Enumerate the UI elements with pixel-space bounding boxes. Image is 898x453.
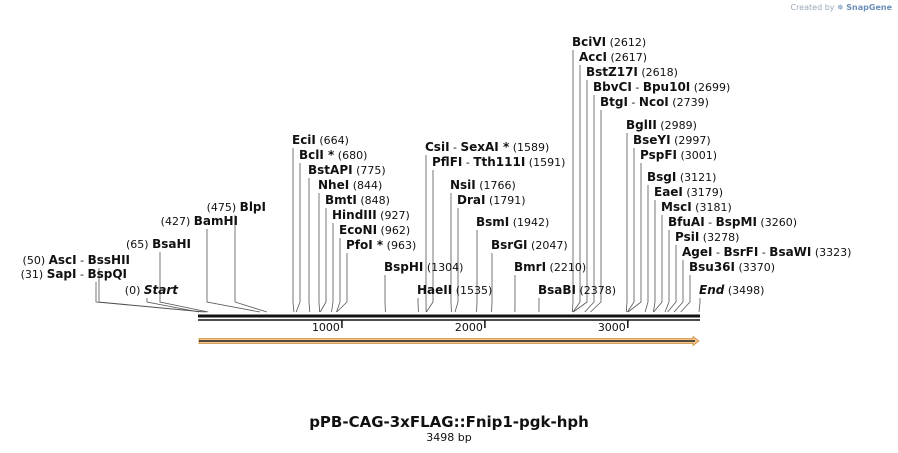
site-label: HaeII (1535) (417, 283, 492, 297)
site-leader-line (572, 80, 588, 313)
ticks: 1000 2000 3000 (312, 320, 629, 334)
site-label: BsaBI (2378) (538, 283, 616, 297)
site-leader-line (319, 208, 327, 313)
site-label: BtgI - NcoI (2739) (600, 95, 709, 109)
site-leader-line (584, 95, 595, 313)
features (198, 335, 700, 347)
site-label: (50) AscI - BssHII (23, 253, 130, 267)
site-label: BbvCI - Bpu10I (2699) (593, 80, 730, 94)
site-leader-line (627, 163, 642, 313)
site-leader-line (98, 268, 207, 313)
site-label: BmtI (848) (325, 193, 390, 207)
site-label: DraI (1791) (457, 193, 526, 207)
snapgene-logo-icon: ✵ (837, 3, 844, 12)
site-leader-line (146, 298, 200, 313)
site-leader-line (625, 133, 628, 313)
site-label: PflFI - Tth111I (1591) (432, 155, 565, 169)
site-leader-line (664, 230, 670, 313)
backbone (198, 314, 700, 321)
site-leader-line (673, 260, 684, 313)
site-leader-line (426, 170, 434, 313)
site-label: AccI (2617) (579, 50, 647, 64)
site-leader-line (159, 252, 209, 313)
tick-label: 3000 (598, 321, 626, 334)
plasmid-linear-map: (0) Start (31) SapI - BspQI(50) AscI - Bs… (21, 35, 852, 347)
site-label: BciVI (2612) (572, 35, 646, 49)
credit-brand: SnapGene (846, 3, 892, 12)
site-leader-line (292, 148, 295, 313)
site-leader-line (644, 185, 649, 313)
site-label: BmrI (2210) (514, 260, 586, 274)
site-leader-line (454, 208, 459, 313)
site-leader-line (653, 200, 656, 313)
tick-label: 1000 (312, 321, 340, 334)
site-label: BfuAI - BspMI (3260) (668, 215, 797, 229)
site-label: EaeI (3179) (654, 185, 723, 199)
site-leader-line (590, 110, 602, 313)
site-label: EcoNI (962) (339, 223, 410, 237)
site-labels: (0) Start (31) SapI - BspQI(50) AscI - Bs… (21, 35, 852, 297)
site-label: BsmI (1942) (476, 215, 549, 229)
site-leader-line (331, 223, 334, 313)
site-leader-line (698, 298, 701, 313)
site-leader-line (667, 245, 677, 313)
site-label: BsgI (3121) (647, 170, 716, 184)
site-label: BsrGI (2047) (491, 238, 568, 252)
site-label: (65) BsaHI (126, 237, 191, 251)
site-label: BspHI (1304) (384, 260, 463, 274)
site-leader-line (653, 215, 663, 313)
site-leader-line (336, 253, 348, 313)
site-label: (31) SapI - BspQI (21, 267, 127, 281)
plasmid-name: pPB-CAG-3xFLAG::Fnip1-pgk-hph (309, 413, 589, 431)
site-label: (475) BlpI (207, 200, 266, 214)
leader-lines (95, 50, 701, 313)
site-leader-line (234, 215, 268, 313)
site-leader-line (308, 178, 311, 313)
site-label: AgeI - BsrFI - BsaWI (3323) (682, 245, 851, 259)
site-leader-line (627, 148, 635, 313)
site-label: EciI (664) (292, 133, 349, 147)
site-label: PsiI (3278) (675, 230, 739, 244)
site-leader-line (571, 50, 574, 313)
site-label: PfoI * (963) (346, 238, 416, 252)
site-label: NsiI (1766) (450, 178, 516, 192)
site-label: End (3498) (699, 283, 764, 297)
snapgene-credit: Created by ✵ SnapGene (790, 3, 892, 12)
site-label: BseYI (2997) (633, 133, 711, 147)
site-leader-line (318, 193, 321, 313)
site-leader-line (206, 229, 261, 313)
site-label: BclI * (680) (299, 148, 367, 162)
site-leader-line (295, 163, 301, 313)
site-leader-line (680, 275, 691, 313)
site-label: PspFI (3001) (640, 148, 717, 162)
site-label: (0) Start (125, 283, 179, 297)
site-label: NheI (844) (318, 178, 382, 192)
site-label: HindIII (927) (332, 208, 410, 222)
tick-label: 2000 (455, 321, 483, 334)
site-leader-line (336, 238, 341, 313)
site-leader-line (572, 65, 581, 313)
site-label: BglII (2989) (626, 118, 697, 132)
site-label: (427) BamHI (161, 214, 238, 228)
site-label: CsiI - SexAI * (1589) (425, 140, 549, 154)
site-label: MscI (3181) (661, 200, 732, 214)
credit-prefix: Created by (790, 3, 835, 12)
site-label: Bsu36I (3370) (689, 260, 775, 274)
site-label: BstAPI (775) (308, 163, 386, 177)
plasmid-length: 3498 bp (426, 431, 472, 444)
site-label: BstZ17I (2618) (586, 65, 678, 79)
